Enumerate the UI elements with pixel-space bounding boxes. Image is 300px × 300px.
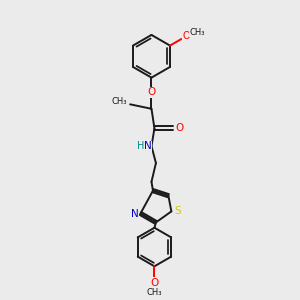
Text: N: N xyxy=(131,209,138,219)
Text: CH₃: CH₃ xyxy=(111,98,127,106)
Text: O: O xyxy=(182,31,190,41)
Text: O: O xyxy=(150,278,159,288)
Text: O: O xyxy=(147,88,156,98)
Text: CH₃: CH₃ xyxy=(190,28,205,37)
Text: N: N xyxy=(144,141,152,151)
Text: H: H xyxy=(136,141,144,151)
Text: O: O xyxy=(175,123,184,134)
Text: S: S xyxy=(175,206,181,216)
Text: CH₃: CH₃ xyxy=(147,289,162,298)
